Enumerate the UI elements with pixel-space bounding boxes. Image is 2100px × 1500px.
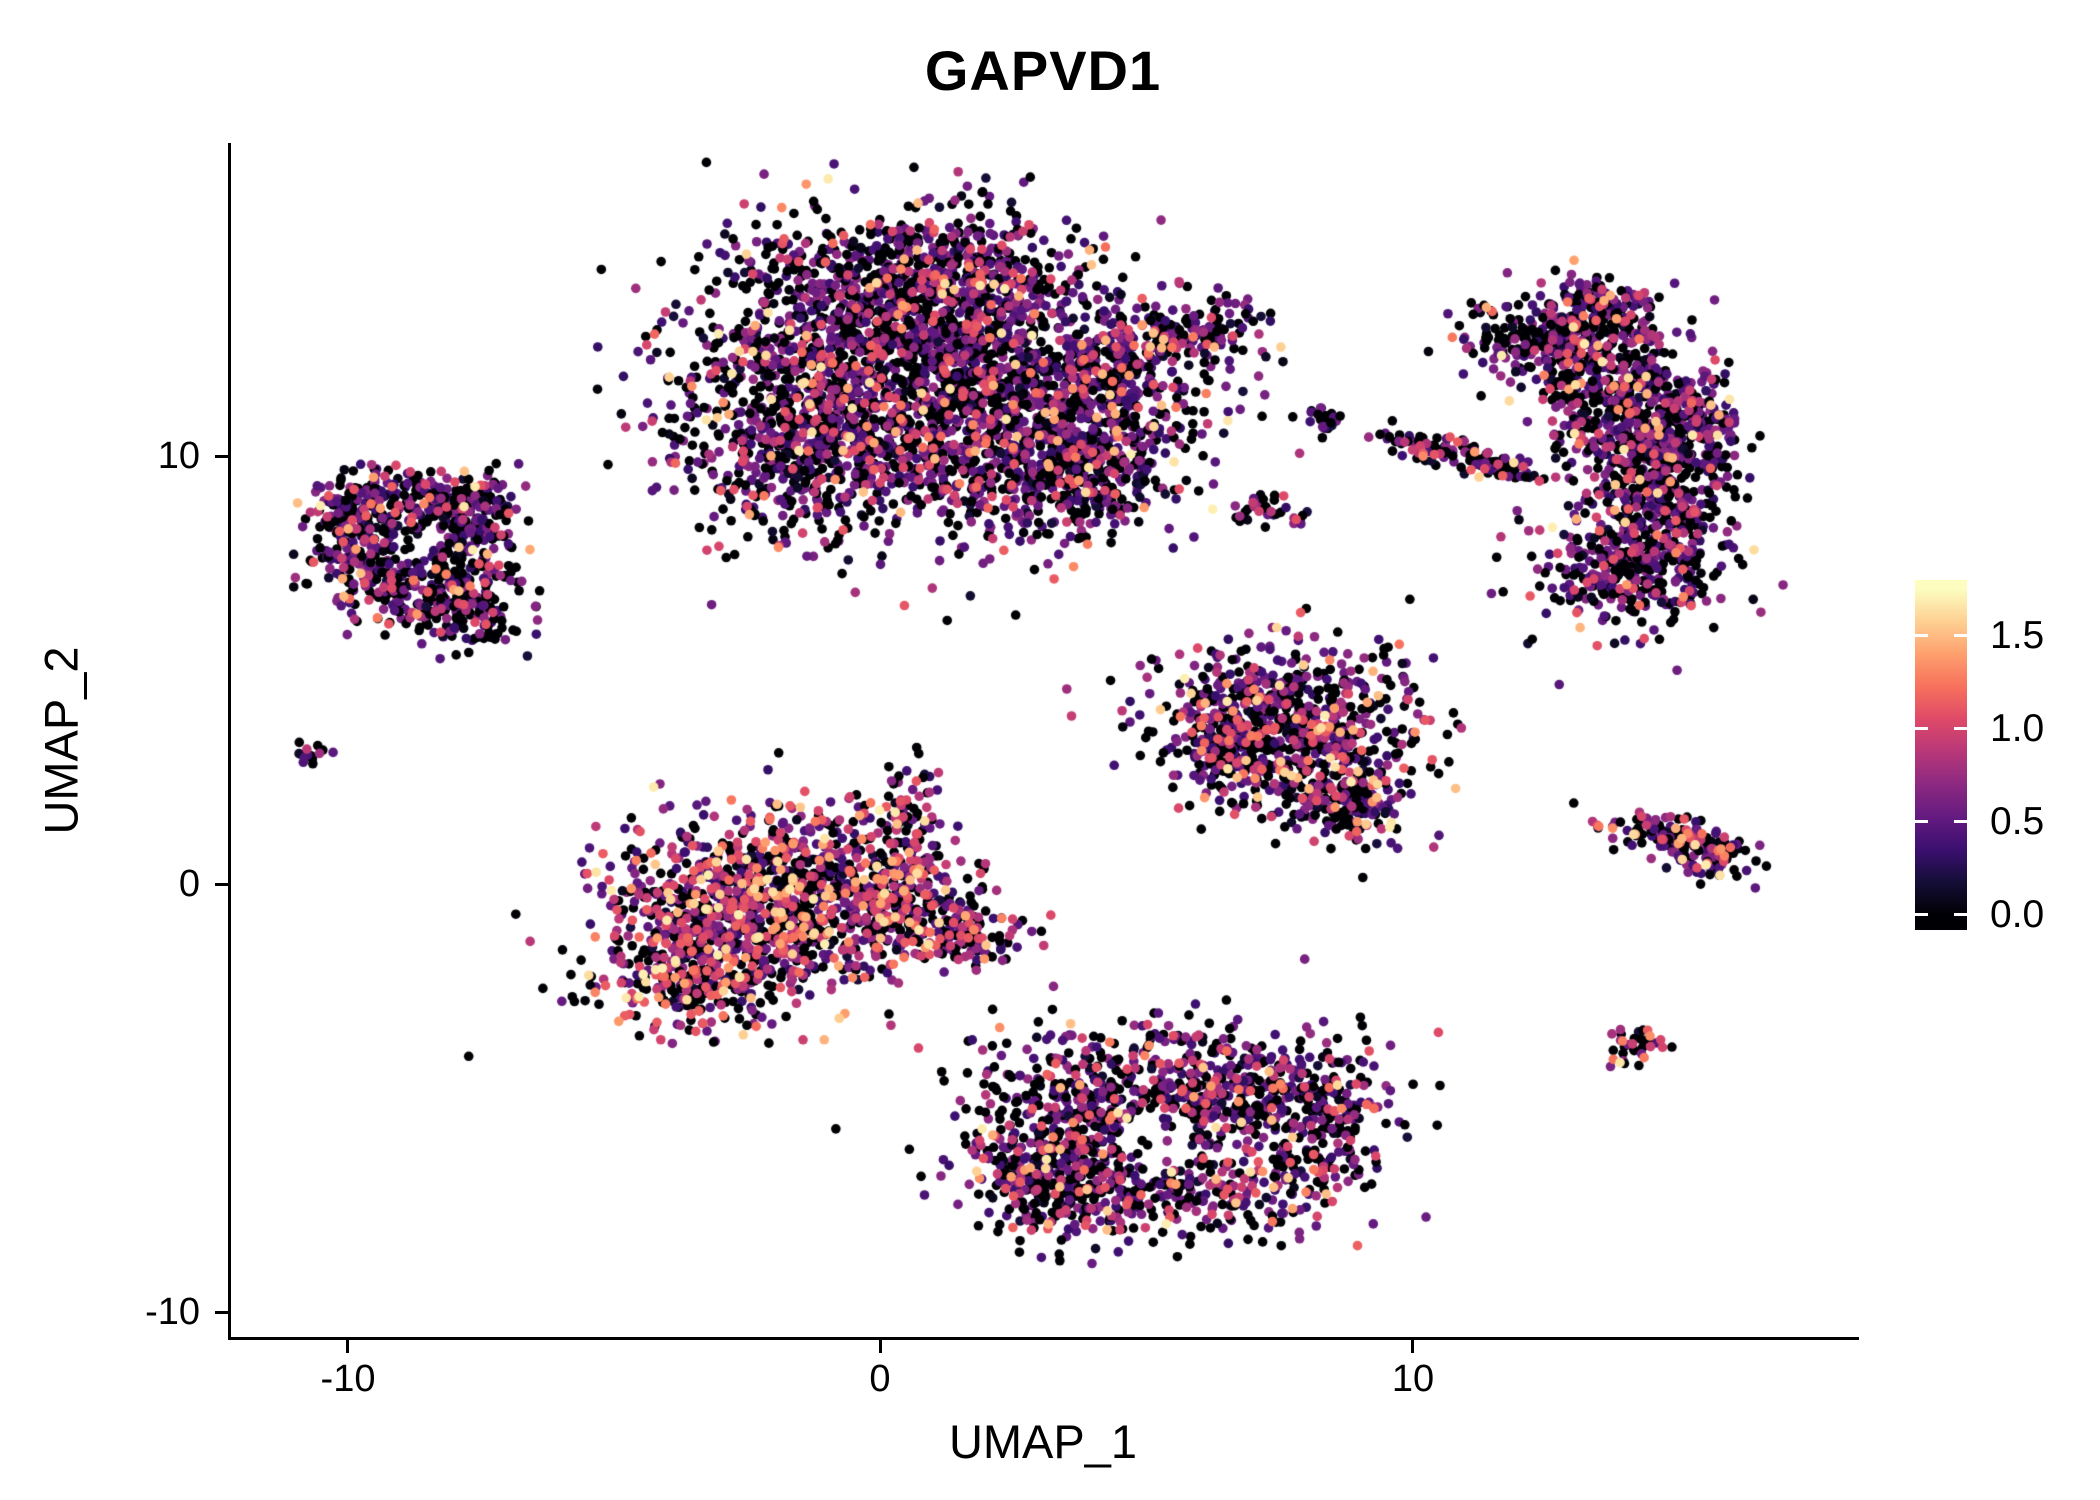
- colorbar-tick-label: 0.5: [1990, 800, 2045, 843]
- y-tick-mark: [215, 883, 228, 886]
- colorbar-tick-mark: [1954, 820, 1967, 823]
- y-tick-label: 0: [178, 863, 200, 905]
- x-axis-label: UMAP_1: [948, 1415, 1138, 1468]
- x-tick-mark: [346, 1340, 349, 1353]
- x-tick-label: 0: [869, 1358, 891, 1400]
- colorbar-tick-mark: [1954, 634, 1967, 637]
- colorbar-tick-mark: [1915, 820, 1928, 823]
- colorbar-gradient: [1915, 580, 1967, 930]
- y-tick-label: 10: [157, 435, 200, 477]
- colorbar-tick-label: 1.5: [1990, 614, 2045, 657]
- x-tick-label: -10: [320, 1358, 376, 1400]
- x-tick-mark: [879, 1340, 882, 1353]
- y-axis-label: UMAP_2: [34, 646, 88, 835]
- y-tick-mark: [215, 455, 228, 458]
- colorbar-tick-mark: [1915, 913, 1928, 916]
- colorbar-tick-mark: [1954, 913, 1967, 916]
- plot-title: GAPVD1: [924, 39, 1162, 102]
- colorbar-tick-label: 1.0: [1990, 707, 2045, 750]
- y-axis-line: [228, 143, 231, 1340]
- x-tick-mark: [1411, 1340, 1414, 1353]
- x-tick-label: 10: [1391, 1358, 1435, 1400]
- colorbar-tick-mark: [1915, 634, 1928, 637]
- colorbar-tick-label: 0.0: [1990, 893, 2045, 936]
- colorbar-tick-mark: [1915, 727, 1928, 730]
- x-axis-line: [228, 1337, 1859, 1340]
- y-tick-label: -10: [145, 1291, 200, 1333]
- y-tick-mark: [215, 1311, 228, 1314]
- colorbar-tick-mark: [1954, 727, 1967, 730]
